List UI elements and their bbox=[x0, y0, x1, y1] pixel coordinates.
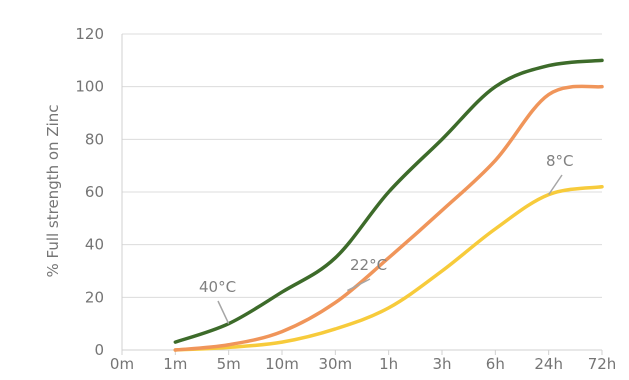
series-lines bbox=[173, 58, 604, 352]
x-tick-label: 5m bbox=[217, 355, 241, 373]
annotation-leader-line bbox=[346, 278, 371, 292]
x-tick-label: 10m bbox=[265, 355, 299, 373]
x-tick-label: 0m bbox=[110, 355, 134, 373]
series-annotation-label: 40°C bbox=[199, 278, 236, 296]
x-tick-label: 24h bbox=[534, 355, 563, 373]
y-axis: 0 20 40 60 80 100 120 bbox=[75, 25, 123, 359]
x-tick-label: 3h bbox=[432, 355, 451, 373]
y-tick-label: 40 bbox=[85, 236, 104, 254]
y-tick-label: 100 bbox=[75, 78, 104, 96]
series-annotation-label: 22°C bbox=[350, 256, 387, 274]
series-line bbox=[173, 84, 604, 352]
x-tick-label: 6h bbox=[486, 355, 505, 373]
series-line bbox=[173, 58, 604, 344]
x-axis: 0m 1m 5m 10m 30m 1h 3h 6h 24h 72h bbox=[110, 349, 617, 373]
x-tick-label: 1h bbox=[379, 355, 398, 373]
x-tick-label: 1m bbox=[163, 355, 187, 373]
y-tick-label: 20 bbox=[85, 288, 104, 306]
y-tick-label: 60 bbox=[85, 183, 104, 201]
y-tick-label: 80 bbox=[85, 130, 104, 148]
annotation-leader-line bbox=[217, 300, 230, 324]
y-axis-title: % Full strength on Zinc bbox=[44, 104, 62, 277]
x-tick-label: 30m bbox=[318, 355, 352, 373]
annotations: 40°C 22°C 8°C bbox=[199, 152, 574, 324]
y-tick-label: 120 bbox=[75, 25, 104, 43]
series-line bbox=[173, 184, 604, 352]
series-annotation-label: 8°C bbox=[546, 152, 574, 170]
gridlines bbox=[122, 33, 602, 298]
y-tick-label: 0 bbox=[94, 341, 104, 359]
annotation-leader-line bbox=[548, 174, 563, 196]
x-tick-label: 72h bbox=[588, 355, 617, 373]
